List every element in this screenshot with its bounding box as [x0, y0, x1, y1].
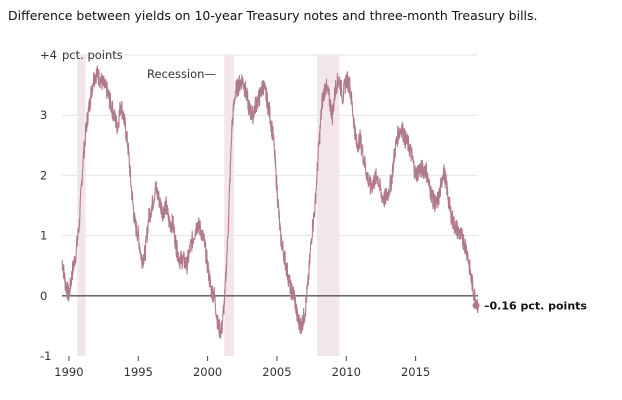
- end-point-label: –0.16 pct. points: [484, 299, 587, 312]
- y-unit-label: pct. points: [62, 48, 123, 62]
- y-tick-label: +4: [40, 48, 57, 62]
- x-tick-label: 1990: [54, 365, 83, 379]
- end-point-marker: [472, 301, 480, 309]
- y-tick-label: -1: [40, 349, 51, 363]
- chart-title: Difference between yields on 10-year Tre…: [8, 8, 538, 23]
- x-tick-label: 2005: [262, 365, 291, 379]
- gridlines: [62, 54, 478, 237]
- recession-band-1: [77, 55, 86, 356]
- series-layer: [61, 65, 479, 339]
- y-tick-label: 1: [40, 229, 47, 243]
- x-tick-label: 2010: [332, 365, 361, 379]
- x-tick-label: 1995: [124, 365, 153, 379]
- tick-labels: +4 3 2 1 0 -1 pct. points 1990 1995 2000 2005 2010 2…: [40, 48, 430, 379]
- y-tick-label: 0: [40, 289, 47, 303]
- x-tick-label: 2000: [193, 365, 222, 379]
- axes: [62, 295, 478, 361]
- annotations: Recession— –0.16 pct. points: [147, 67, 587, 312]
- recession-band-3: [317, 55, 340, 356]
- y-tick-label: 3: [40, 108, 47, 122]
- recession-bands: [77, 55, 340, 356]
- y-tick-label: 2: [40, 168, 47, 182]
- recession-legend-label: Recession—: [147, 67, 216, 81]
- x-tick-label: 2015: [401, 365, 430, 379]
- series-line-1: [61, 65, 479, 339]
